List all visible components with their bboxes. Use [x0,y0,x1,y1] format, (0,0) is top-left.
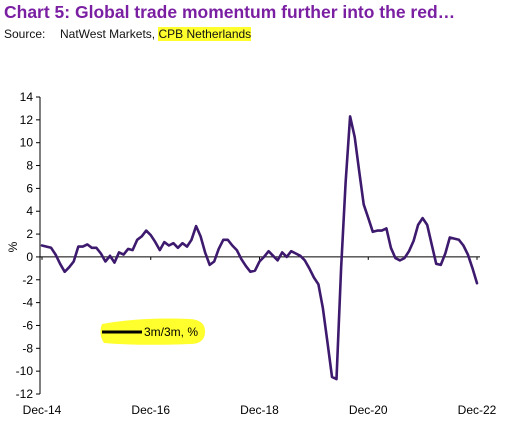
y-axis-ticks: -12 -10 -8 -6 -4 -2 0 2 4 6 8 10 12 14 [16,90,40,401]
x-tick-label: Dec-20 [349,403,388,417]
series-line [40,115,479,381]
x-tick-label: Dec-14 [23,403,62,417]
y-tick-label: -8 [22,341,33,355]
series-group [40,115,479,381]
y-tick-label: 12 [20,113,34,127]
y-tick-label: -4 [22,296,33,310]
y-tick-label: 4 [26,204,33,218]
x-axis-ticks: Dec-14 Dec-16 Dec-18 Dec-20 Dec-22 [23,256,497,417]
y-tick-label: -2 [22,273,33,287]
y-tick-label: 10 [20,136,34,150]
x-tick-label: Dec-16 [131,403,170,417]
y-tick-label: 0 [26,250,33,264]
chart-axes: % [6,97,480,394]
y-tick-label: -10 [16,364,34,378]
y-tick-label: 8 [26,159,33,173]
x-tick-label: Dec-22 [458,403,497,417]
source-label: Source: [4,27,46,41]
legend-highlight [100,318,206,345]
legend-label: 3m/3m, % [144,325,198,339]
y-tick-label: 2 [26,227,33,241]
source-text: NatWest Markets, [60,27,159,41]
source-line: Source: NatWest Markets, CPB Netherlands [4,27,252,41]
legend: 3m/3m, % [100,318,206,345]
chart-title: Chart 5: Global trade momentum further i… [4,2,456,22]
y-tick-label: 6 [26,181,33,195]
y-tick-label: -6 [22,318,33,332]
x-tick-label: Dec-18 [240,403,279,417]
y-tick-label: -12 [16,387,34,401]
y-tick-label: 14 [20,90,34,104]
y-axis-label: % [6,241,20,252]
source-highlight: CPB Netherlands [158,27,252,41]
